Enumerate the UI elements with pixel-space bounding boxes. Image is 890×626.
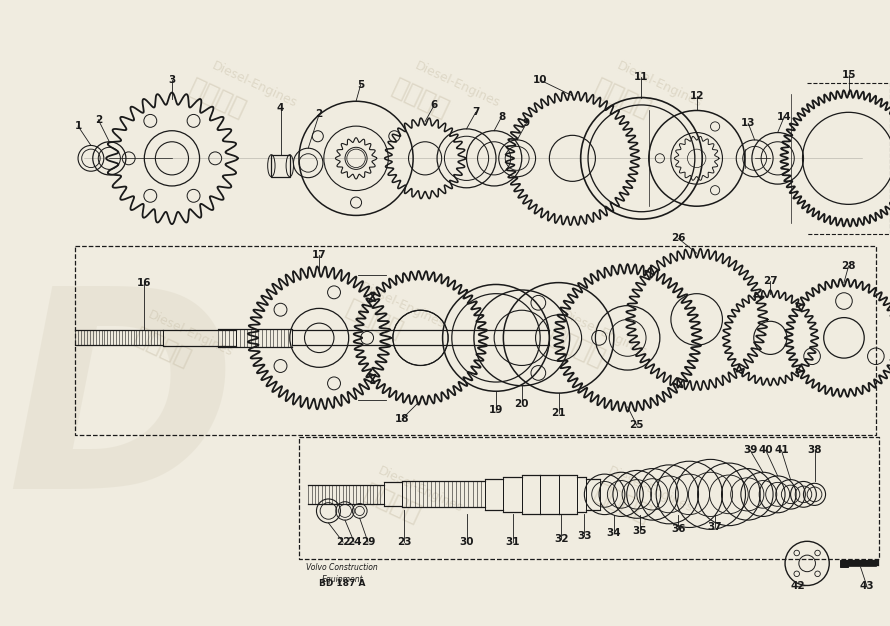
Text: Diesel-Engines: Diesel-Engines [606, 464, 695, 515]
Text: 18: 18 [395, 414, 409, 424]
Text: 1: 1 [75, 121, 82, 131]
Text: 柴发动力: 柴发动力 [360, 480, 425, 527]
Text: 34: 34 [606, 528, 621, 538]
Text: 5: 5 [357, 80, 364, 90]
Text: 30: 30 [459, 537, 473, 547]
Text: 15: 15 [841, 71, 856, 81]
Text: 20: 20 [514, 399, 529, 409]
Text: 38: 38 [807, 445, 821, 455]
Text: Diesel-Engines: Diesel-Engines [413, 59, 502, 110]
Text: 29: 29 [360, 537, 376, 547]
Bar [840, 560, 847, 567]
Text: 25: 25 [629, 420, 644, 430]
Text: 40: 40 [758, 445, 773, 455]
Text: 28: 28 [841, 261, 856, 271]
Text: 2: 2 [316, 109, 323, 119]
Text: 16: 16 [137, 277, 151, 287]
Text: 21: 21 [551, 408, 566, 418]
Text: 7: 7 [472, 107, 480, 117]
Text: 36: 36 [671, 525, 685, 535]
Text: 2: 2 [94, 115, 102, 125]
Text: 柴发动力: 柴发动力 [591, 480, 655, 527]
Text: 43: 43 [860, 582, 874, 592]
Text: 11: 11 [635, 73, 649, 83]
Text: 3: 3 [168, 75, 175, 85]
Bar [271, 155, 290, 177]
Text: 23: 23 [397, 537, 411, 547]
Text: 19: 19 [489, 404, 503, 414]
Text: 41: 41 [774, 445, 789, 455]
Text: 10: 10 [533, 75, 547, 85]
Text: 27: 27 [763, 276, 778, 286]
Text: 8: 8 [498, 112, 506, 122]
Text: D: D [6, 277, 237, 546]
Text: Diesel-Engines: Diesel-Engines [376, 464, 465, 515]
Text: 13: 13 [741, 118, 756, 128]
Text: 柴发动力: 柴发动力 [343, 296, 407, 343]
Text: 柴发动力: 柴发动力 [186, 75, 250, 122]
Text: Diesel-Engines: Diesel-Engines [560, 308, 650, 359]
Text: 柴发动力: 柴发动力 [591, 75, 655, 122]
Text: 39: 39 [743, 445, 757, 455]
Text: 柴发动力: 柴发动力 [388, 75, 453, 122]
Text: 12: 12 [690, 91, 704, 101]
Text: 17: 17 [312, 250, 327, 260]
Text: Diesel-Engines: Diesel-Engines [210, 59, 299, 110]
Text: 32: 32 [554, 533, 569, 543]
Text: Diesel-Engines: Diesel-Engines [615, 59, 705, 110]
Text: 26: 26 [671, 233, 685, 244]
Text: Diesel-Engines: Diesel-Engines [146, 308, 235, 359]
Text: 22: 22 [336, 537, 351, 547]
Text: Diesel-Engines: Diesel-Engines [358, 280, 447, 331]
Text: 37: 37 [708, 521, 723, 531]
Text: 6: 6 [431, 100, 438, 110]
Text: 33: 33 [577, 531, 592, 541]
Text: 35: 35 [633, 526, 647, 536]
Text: 柴发动力: 柴发动力 [131, 324, 195, 371]
Text: BD 187 A: BD 187 A [319, 579, 366, 588]
Text: Volvo Construction
Equipment: Volvo Construction Equipment [306, 563, 378, 583]
Text: 9: 9 [522, 118, 530, 128]
Text: 24: 24 [347, 537, 361, 547]
Text: 31: 31 [506, 537, 520, 547]
Text: 柴发动力: 柴发动力 [545, 324, 610, 371]
Text: 4: 4 [277, 103, 284, 113]
Text: 42: 42 [790, 582, 805, 592]
Text: 14: 14 [777, 112, 791, 122]
